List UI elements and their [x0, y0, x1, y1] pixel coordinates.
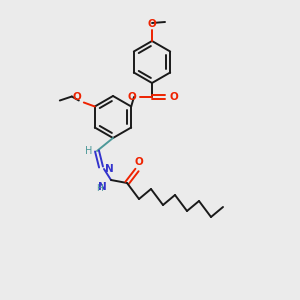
Text: N: N: [98, 182, 107, 192]
Text: N: N: [105, 164, 114, 174]
Text: O: O: [169, 92, 178, 102]
Text: O: O: [148, 19, 156, 29]
Text: O: O: [127, 92, 136, 102]
Text: O: O: [72, 92, 81, 101]
Text: O: O: [135, 157, 143, 167]
Text: H: H: [96, 184, 103, 193]
Text: H: H: [85, 146, 92, 156]
